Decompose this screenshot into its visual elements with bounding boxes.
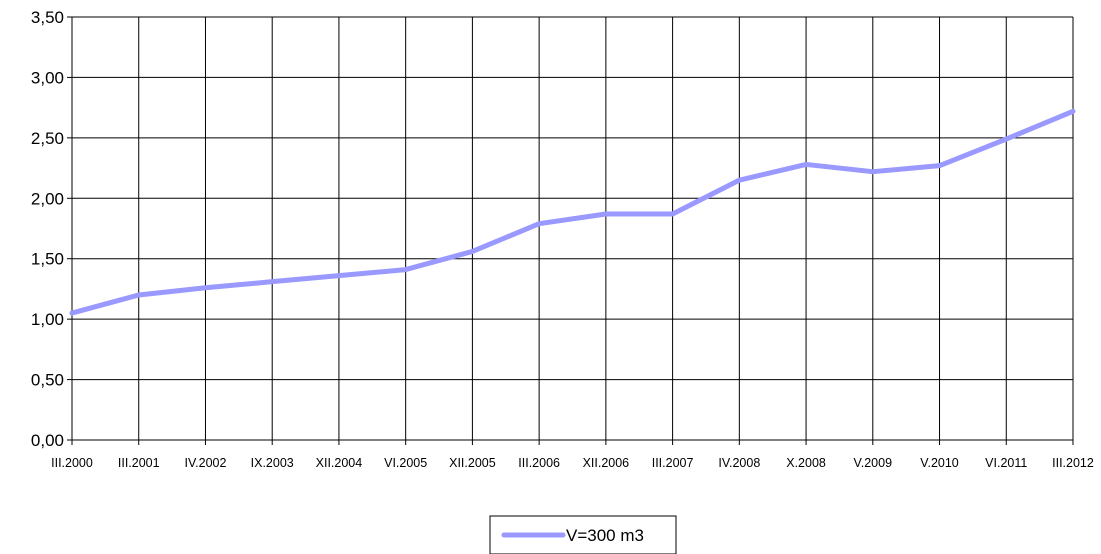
y-tick-label: 3,50 [31, 8, 64, 27]
y-tick-label: 2,00 [31, 189, 64, 208]
x-tick-label: IX.2003 [251, 456, 294, 470]
x-tick-label: VI.2005 [384, 456, 427, 470]
x-tick-label: IV.2002 [184, 456, 226, 470]
x-tick-label: III.2001 [118, 456, 160, 470]
x-axis-ticks: III.2000 III.2001 IV.2002 IX.2003 XII.2004 VI… [51, 456, 1094, 470]
x-tick-label: XII.2004 [316, 456, 363, 470]
x-tick-label: X.2008 [786, 456, 826, 470]
grid [72, 16, 1074, 440]
x-tick-label: III.2012 [1052, 456, 1094, 470]
x-tick-label: XII.2006 [583, 456, 630, 470]
x-tick-label: IV.2008 [718, 456, 760, 470]
legend: V=300 m3 [489, 515, 677, 554]
y-tick-label: 0,00 [31, 431, 64, 450]
series-line [69, 108, 1076, 316]
x-tick-label: XII.2005 [449, 456, 496, 470]
y-tick-label: 3,00 [31, 68, 64, 87]
y-tick-label: 0,50 [31, 371, 64, 390]
y-axis-ticks: 0,00 0,50 1,00 1,50 2,00 2,50 3,00 3,50 [31, 8, 64, 450]
y-tick-label: 2,50 [31, 129, 64, 148]
x-tick-label: III.2007 [652, 456, 694, 470]
legend-label: V=300 m3 [566, 526, 644, 545]
series-layer [69, 108, 1076, 316]
x-tick-label: VI.2011 [985, 456, 1027, 470]
axes [67, 16, 1074, 445]
y-tick-label: 1,00 [31, 310, 64, 329]
x-tick-label: V.2009 [854, 456, 893, 470]
x-tick-label: V.2010 [920, 456, 959, 470]
x-tick-label: III.2000 [51, 456, 93, 470]
x-tick-label: III.2006 [518, 456, 560, 470]
y-tick-label: 1,50 [31, 250, 64, 269]
